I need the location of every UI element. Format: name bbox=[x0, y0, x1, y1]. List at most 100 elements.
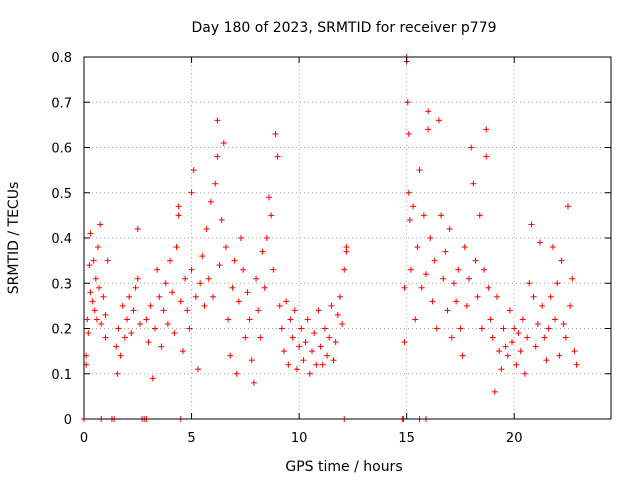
data-point bbox=[121, 334, 128, 341]
data-point bbox=[261, 284, 268, 291]
data-point bbox=[94, 244, 101, 251]
data-point bbox=[298, 325, 305, 332]
data-point bbox=[530, 293, 537, 300]
data-point bbox=[420, 212, 427, 219]
data-point bbox=[401, 339, 408, 346]
data-point bbox=[453, 298, 460, 305]
data-point bbox=[311, 330, 318, 337]
data-point bbox=[87, 230, 94, 237]
data-point bbox=[151, 325, 158, 332]
data-point bbox=[414, 244, 421, 251]
data-point bbox=[291, 307, 298, 314]
data-point bbox=[188, 266, 195, 273]
data-point bbox=[405, 130, 412, 137]
data-point bbox=[442, 248, 449, 255]
data-point bbox=[293, 366, 300, 373]
data-point bbox=[511, 325, 518, 332]
data-point bbox=[537, 239, 544, 246]
data-point bbox=[569, 275, 576, 282]
data-points bbox=[81, 54, 580, 422]
data-point bbox=[104, 257, 111, 264]
y-tick-label: 0.2 bbox=[51, 323, 72, 338]
data-point bbox=[416, 167, 423, 174]
data-point bbox=[126, 293, 133, 300]
data-point bbox=[87, 289, 94, 296]
data-point bbox=[89, 298, 96, 305]
data-point bbox=[283, 298, 290, 305]
data-point bbox=[259, 248, 266, 255]
data-point bbox=[169, 289, 176, 296]
data-point bbox=[425, 108, 432, 115]
data-point bbox=[429, 298, 436, 305]
data-point bbox=[549, 244, 556, 251]
data-point bbox=[225, 316, 232, 323]
data-point bbox=[156, 293, 163, 300]
y-tick-label: 0.4 bbox=[51, 232, 72, 247]
data-point bbox=[231, 257, 238, 264]
data-point bbox=[90, 257, 97, 264]
data-point bbox=[425, 126, 432, 133]
x-tick-label: 10 bbox=[291, 431, 308, 446]
data-point bbox=[423, 271, 430, 278]
data-point bbox=[554, 280, 561, 287]
data-point bbox=[438, 212, 445, 219]
data-point bbox=[521, 370, 528, 377]
data-point bbox=[182, 275, 189, 282]
data-point bbox=[242, 334, 249, 341]
data-point bbox=[461, 244, 468, 251]
data-point bbox=[136, 320, 143, 327]
data-point bbox=[321, 325, 328, 332]
data-point bbox=[102, 334, 109, 341]
data-point bbox=[263, 235, 270, 241]
data-point bbox=[270, 266, 277, 273]
data-point bbox=[405, 189, 412, 196]
data-point bbox=[175, 212, 182, 219]
data-point bbox=[330, 357, 337, 364]
data-point bbox=[248, 357, 255, 364]
y-axis-ticks: 0 0.1 0.2 0.3 0.4 0.5 0.6 0.7 0.8 bbox=[51, 51, 611, 428]
x-tick-label: 15 bbox=[398, 431, 415, 446]
data-point bbox=[343, 248, 350, 255]
data-point bbox=[177, 298, 184, 305]
data-point bbox=[543, 357, 550, 364]
data-point bbox=[528, 221, 535, 228]
data-point bbox=[567, 302, 574, 309]
data-point bbox=[539, 302, 546, 309]
data-point bbox=[328, 302, 335, 309]
data-point bbox=[496, 348, 503, 355]
data-point bbox=[222, 244, 229, 251]
data-point bbox=[216, 262, 223, 269]
y-axis-label: SRMTID / TECUs bbox=[6, 182, 22, 295]
data-point bbox=[481, 266, 488, 273]
data-point bbox=[532, 343, 539, 350]
data-point bbox=[526, 280, 533, 287]
data-point bbox=[250, 379, 257, 386]
data-point bbox=[459, 352, 466, 359]
data-point bbox=[184, 307, 191, 314]
data-point bbox=[201, 302, 208, 309]
y-tick-label: 0.1 bbox=[51, 368, 72, 383]
data-point bbox=[498, 366, 505, 373]
data-point bbox=[154, 266, 161, 273]
data-point bbox=[175, 203, 182, 210]
data-point bbox=[253, 275, 260, 282]
plot-frame bbox=[83, 56, 612, 420]
data-point bbox=[195, 366, 202, 373]
data-point bbox=[186, 325, 193, 332]
data-point bbox=[463, 302, 470, 309]
data-point bbox=[552, 316, 559, 323]
data-point bbox=[130, 307, 137, 314]
data-point bbox=[406, 216, 413, 223]
data-point bbox=[556, 352, 563, 359]
data-point bbox=[404, 99, 411, 106]
data-point bbox=[474, 293, 481, 300]
data-point bbox=[315, 307, 322, 314]
data-point bbox=[235, 298, 242, 305]
data-point bbox=[446, 225, 453, 232]
data-point bbox=[324, 352, 331, 359]
data-point bbox=[560, 320, 567, 327]
data-point bbox=[134, 225, 141, 232]
data-point bbox=[418, 284, 425, 291]
data-point bbox=[97, 221, 104, 228]
